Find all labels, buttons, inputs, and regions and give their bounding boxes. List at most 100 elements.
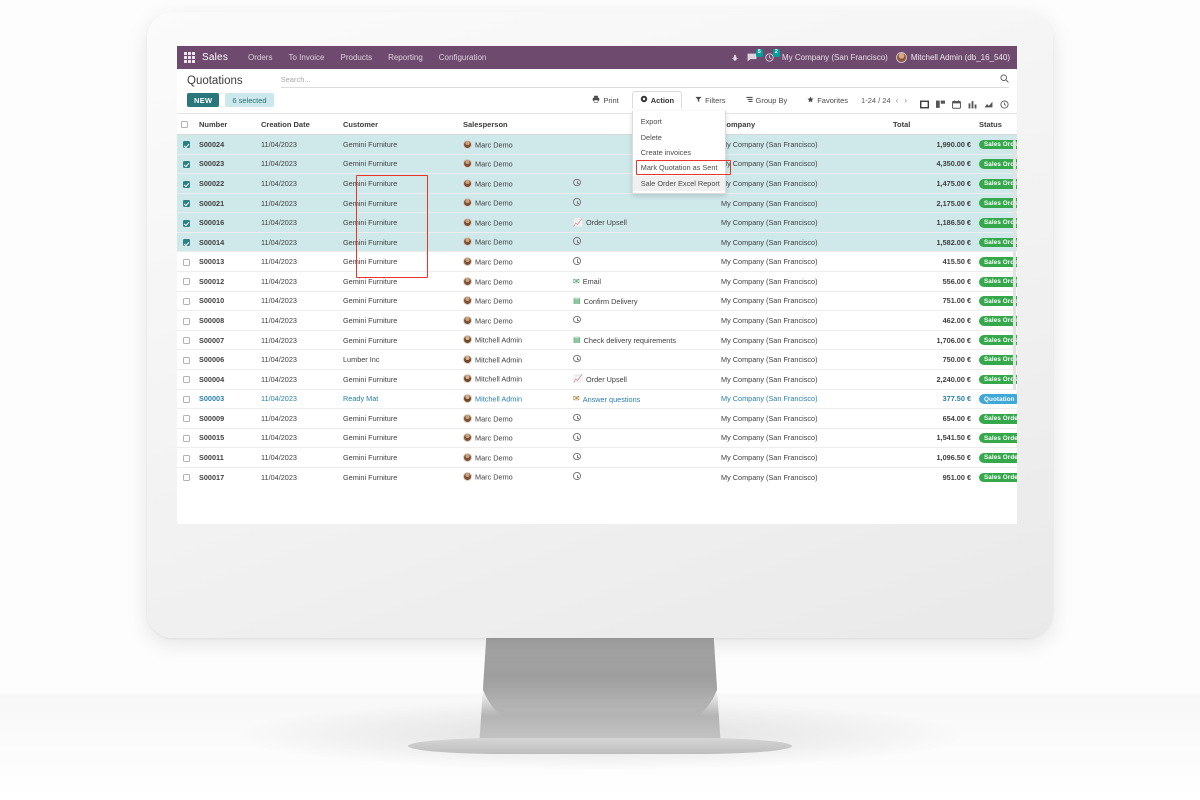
row-checkbox[interactable] bbox=[182, 474, 190, 482]
company-switcher[interactable]: My Company (San Francisco) bbox=[782, 53, 888, 62]
cell-number[interactable]: S00017 bbox=[195, 467, 257, 484]
apps-grid-icon[interactable] bbox=[184, 52, 195, 63]
cell-activity[interactable] bbox=[569, 251, 717, 273]
column-header-salesperson[interactable]: Salesperson bbox=[459, 114, 569, 135]
table-row[interactable]: S00008 11/04/2023 Gemini Furniture Marc Dem… bbox=[177, 310, 1017, 331]
column-header-creation-date[interactable]: Creation Date bbox=[257, 114, 339, 135]
table-row[interactable]: S00012 11/04/2023 Gemini Furniture Marc Dem… bbox=[177, 271, 1017, 292]
cell-activity[interactable] bbox=[569, 349, 717, 370]
vertical-scrollbar[interactable] bbox=[1013, 140, 1016, 390]
cell-number[interactable]: S00007 bbox=[195, 330, 257, 351]
app-brand-sales[interactable]: Sales bbox=[202, 52, 229, 63]
row-checkbox-cell[interactable] bbox=[177, 154, 195, 175]
row-checkbox[interactable] bbox=[182, 160, 190, 168]
column-header-total[interactable]: Total bbox=[889, 114, 975, 135]
row-checkbox[interactable] bbox=[182, 376, 190, 384]
filters-button[interactable]: Filters bbox=[688, 93, 732, 108]
selected-count-chip[interactable]: 6 selected bbox=[225, 93, 274, 107]
row-checkbox[interactable] bbox=[182, 141, 190, 149]
user-menu[interactable]: Mitchell Admin (db_16_540) bbox=[895, 52, 1010, 63]
cell-number[interactable]: S00021 bbox=[195, 193, 257, 214]
row-checkbox[interactable] bbox=[182, 317, 190, 325]
cell-activity[interactable] bbox=[569, 447, 717, 468]
menu-item-export[interactable]: Export bbox=[640, 117, 662, 127]
table-row[interactable]: S00010 11/04/2023 Gemini Furniture Marc Dem… bbox=[177, 291, 1017, 312]
cell-number[interactable]: S00022 bbox=[195, 173, 257, 194]
messages-icon[interactable]: 5 bbox=[747, 49, 764, 62]
row-checkbox-cell[interactable] bbox=[177, 369, 195, 390]
action-button[interactable]: Action bbox=[631, 91, 683, 109]
table-row[interactable]: S00022 11/04/2023 Gemini Furniture Marc Dem… bbox=[177, 173, 1017, 194]
row-checkbox[interactable] bbox=[182, 297, 190, 305]
table-row[interactable]: S00013 11/04/2023 Gemini Furniture Marc Dem… bbox=[177, 251, 1017, 273]
cell-number[interactable]: S00006 bbox=[195, 349, 257, 370]
row-checkbox[interactable] bbox=[182, 200, 190, 208]
cell-activity[interactable] bbox=[569, 310, 717, 331]
row-checkbox-cell[interactable] bbox=[177, 467, 195, 484]
cell-number[interactable]: S00023 bbox=[195, 154, 257, 175]
cell-number[interactable]: S00016 bbox=[195, 212, 257, 233]
row-checkbox[interactable] bbox=[182, 454, 190, 462]
row-checkbox[interactable] bbox=[182, 395, 190, 403]
cell-number[interactable]: S00013 bbox=[195, 251, 257, 273]
new-button[interactable]: NEW bbox=[187, 93, 220, 107]
cell-activity[interactable] bbox=[569, 232, 717, 253]
row-checkbox-cell[interactable] bbox=[177, 134, 195, 155]
menu-item-delete[interactable]: Delete bbox=[640, 132, 662, 142]
column-header-status[interactable]: Status bbox=[975, 114, 1017, 135]
row-checkbox-cell[interactable] bbox=[177, 408, 195, 429]
row-checkbox-cell[interactable] bbox=[177, 193, 195, 214]
cell-activity[interactable] bbox=[569, 408, 717, 429]
search-icon[interactable] bbox=[1000, 74, 1009, 85]
table-row[interactable]: S00015 11/04/2023 Gemini Furniture Marc Dem… bbox=[177, 428, 1017, 449]
row-checkbox[interactable] bbox=[182, 337, 190, 345]
column-header-company[interactable]: Company bbox=[717, 114, 889, 135]
row-checkbox[interactable] bbox=[182, 239, 190, 247]
cell-number[interactable]: S00010 bbox=[195, 291, 257, 312]
cell-activity[interactable]: ✉ Answer questions bbox=[569, 389, 717, 410]
graph-view-icon[interactable] bbox=[984, 96, 993, 107]
pivot-view-icon[interactable] bbox=[968, 96, 977, 108]
column-header-number[interactable]: Number bbox=[195, 114, 257, 135]
row-checkbox-cell[interactable] bbox=[177, 251, 195, 273]
row-checkbox-cell[interactable] bbox=[177, 310, 195, 331]
column-header-customer[interactable]: Customer bbox=[339, 114, 459, 135]
cell-activity[interactable]: 📈 Order Upsell bbox=[569, 212, 717, 233]
row-checkbox-cell[interactable] bbox=[177, 428, 195, 449]
row-checkbox-cell[interactable] bbox=[177, 349, 195, 370]
row-checkbox[interactable] bbox=[182, 258, 190, 266]
kanban-view-icon[interactable] bbox=[936, 96, 945, 108]
row-checkbox-cell[interactable] bbox=[177, 212, 195, 233]
nav-item-configuration[interactable]: Configuration bbox=[438, 53, 487, 62]
bug-icon[interactable] bbox=[731, 54, 739, 62]
cell-activity[interactable]: 📈 Order Upsell bbox=[569, 369, 717, 390]
row-checkbox[interactable] bbox=[182, 435, 190, 443]
row-checkbox[interactable] bbox=[182, 415, 190, 423]
search-bar[interactable] bbox=[280, 74, 1009, 88]
select-all-checkbox[interactable] bbox=[181, 121, 188, 129]
activities-clock-icon[interactable]: 2 bbox=[765, 49, 781, 62]
cell-activity[interactable]: ▤ Confirm Delivery bbox=[569, 291, 717, 312]
menu-item-mark-quotation-as-sent[interactable]: Mark Quotation as Sent bbox=[640, 163, 718, 173]
group-by-button[interactable]: Group By bbox=[739, 93, 795, 108]
list-view-icon[interactable] bbox=[920, 96, 929, 108]
chevron-left-icon[interactable]: ‹ bbox=[895, 95, 899, 105]
row-checkbox-cell[interactable] bbox=[177, 291, 195, 312]
nav-item-products[interactable]: Products bbox=[340, 53, 373, 62]
activity-view-icon[interactable] bbox=[1000, 96, 1009, 109]
table-row[interactable]: S00009 11/04/2023 Gemini Furniture Marc Dem… bbox=[177, 408, 1017, 429]
menu-item-sale-order-excel-report[interactable]: Sale Order Excel Report bbox=[632, 175, 725, 191]
table-row[interactable]: S00003 11/04/2023 Ready Mat Mitchell Admin ✉… bbox=[177, 389, 1017, 410]
table-row[interactable]: S00017 11/04/2023 Gemini Furniture Marc Dem… bbox=[177, 467, 1017, 484]
cell-activity[interactable]: ✉ Email bbox=[569, 271, 717, 292]
row-checkbox[interactable] bbox=[182, 180, 190, 188]
cell-activity[interactable]: ▤ Check delivery requirements bbox=[569, 330, 717, 351]
table-row[interactable]: S00021 11/04/2023 Gemini Furniture Marc Dem… bbox=[177, 193, 1017, 214]
row-checkbox[interactable] bbox=[182, 278, 190, 286]
favorites-button[interactable]: Favorites bbox=[800, 93, 855, 108]
row-checkbox[interactable] bbox=[182, 219, 190, 227]
nav-item-to-invoice[interactable]: To Invoice bbox=[288, 53, 325, 62]
cell-number[interactable]: S00015 bbox=[195, 428, 257, 449]
print-button[interactable]: Print bbox=[585, 92, 625, 108]
table-row[interactable]: S00016 11/04/2023 Gemini Furniture Marc Dem… bbox=[177, 212, 1017, 233]
